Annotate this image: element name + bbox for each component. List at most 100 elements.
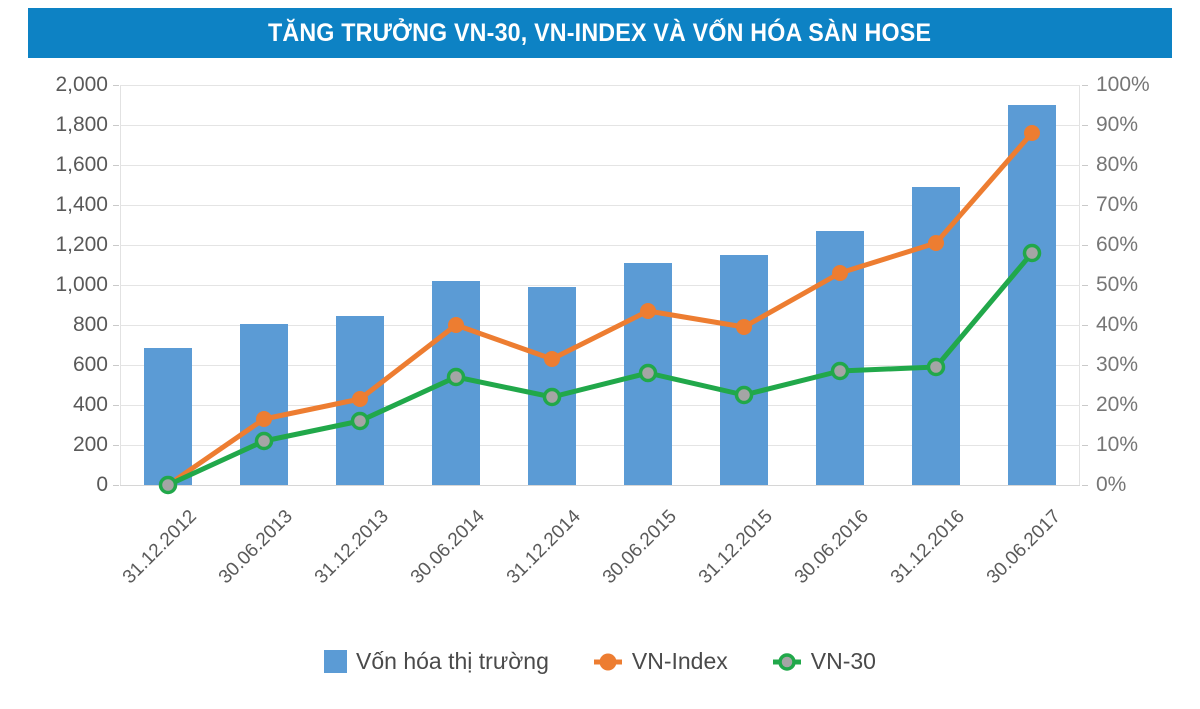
y-axis-right-tick: 30%	[1096, 353, 1139, 376]
bar	[1008, 105, 1056, 485]
data-point: 30.06.2017: 88%	[1024, 125, 1040, 141]
gridline	[120, 445, 1080, 446]
y-axis-left-tickmark	[113, 125, 119, 126]
legend-circle-icon	[593, 650, 623, 674]
y-axis-left-tickmark	[113, 285, 119, 286]
y-axis-left-tick: 2,000	[55, 73, 108, 96]
y-axis-left-tickmark	[113, 365, 119, 366]
data-point: 31.12.2016: 29.5%	[926, 357, 946, 377]
y-axis-left-tick: 1,400	[55, 193, 108, 216]
y-axis-left-tickmark	[113, 325, 119, 326]
y-axis-right-tick: 50%	[1096, 273, 1139, 296]
y-axis-left-tick: 1,000	[55, 273, 108, 296]
gridline	[120, 85, 1080, 86]
y-axis-left-tickmark	[113, 445, 119, 446]
legend-label: VN-30	[810, 648, 876, 674]
line-path	[165, 130, 1035, 488]
data-point: 31.12.2014: 31.5%	[544, 351, 560, 367]
data-point: 30.06.2014: 40%	[448, 317, 464, 333]
x-axis-label: 31.12.2016	[886, 506, 969, 589]
page-title: TĂNG TRƯỞNG VN-30, VN-INDEX VÀ VỐN HÓA S…	[268, 18, 932, 47]
y-axis-left-tickmark	[113, 205, 119, 206]
y-axis-right-tickmark	[1082, 285, 1088, 286]
gridline	[120, 205, 1080, 206]
bar	[720, 255, 768, 485]
y-axis-right-tick: 100%	[1096, 73, 1150, 96]
line-path	[165, 250, 1035, 488]
y-axis-right-tick: 70%	[1096, 193, 1139, 216]
y-axis-left-tickmark	[113, 245, 119, 246]
data-point: 31.12.2013: 21.5%	[352, 391, 368, 407]
data-point: 31.12.2015: 22.5%	[734, 385, 754, 405]
data-point: 31.12.2012: 0%	[158, 475, 178, 495]
x-axis-label: 31.12.2013	[310, 506, 393, 589]
y-axis-right-tick: 10%	[1096, 433, 1139, 456]
bar	[528, 287, 576, 485]
data-point: 30.06.2016: 28.5%	[830, 361, 850, 381]
x-axis-label: 30.06.2013	[214, 506, 297, 589]
y-axis-left-tick: 200	[72, 433, 108, 456]
y-axis-right-tick: 90%	[1096, 113, 1139, 136]
x-axis-label: 30.06.2017	[982, 506, 1065, 589]
y-axis-left-tickmark	[113, 485, 119, 486]
gridline	[120, 245, 1080, 246]
legend-item[interactable]: VN-30	[772, 648, 876, 675]
gridline	[120, 285, 1080, 286]
data-point: 31.12.2013: 16%	[350, 411, 370, 431]
y-axis-left-tick: 1,200	[55, 233, 108, 256]
data-point: 31.12.2016: 60.5%	[928, 235, 944, 251]
x-axis-labels: 31.12.2012 30.06.2013 31.12.2013 30.06.2014…	[119, 492, 1080, 632]
gridline	[120, 365, 1080, 366]
y-axis-left-tick: 800	[72, 313, 108, 336]
legend-item[interactable]: VN-Index	[593, 648, 728, 675]
x-axis-label: 30.06.2014	[406, 506, 489, 589]
y-axis-left-tick: 1,600	[55, 153, 108, 176]
gridline	[120, 165, 1080, 166]
y-axis-right-tick: 20%	[1096, 393, 1139, 416]
data-point: 30.06.2013: 11%	[254, 431, 274, 451]
x-axis-label: 30.06.2016	[790, 506, 873, 589]
y-axis-right-tickmark	[1082, 365, 1088, 366]
data-point: 31.12.2014: 22%	[542, 387, 562, 407]
plot-area: 31.12.2012: 0% 30.06.2013: 16.5% 31.12.201…	[120, 85, 1080, 495]
y-axis-left-tick: 600	[72, 353, 108, 376]
legend-item[interactable]: Vốn hóa thị trường	[324, 648, 549, 675]
y-axis-right-tickmark	[1082, 445, 1088, 446]
y-axis-right-tickmark	[1082, 245, 1088, 246]
gridline	[120, 125, 1080, 126]
y-axis-right-tickmark	[1082, 125, 1088, 126]
y-axis-right-tickmark	[1082, 325, 1088, 326]
y-axis-right-tickmark	[1082, 485, 1088, 486]
y-axis-left-tick: 0	[96, 473, 108, 496]
data-point: 30.06.2013: 16.5%	[256, 411, 272, 427]
gridline	[120, 485, 1080, 486]
y-axis-right-tickmark	[1082, 85, 1088, 86]
y-axis-left-tickmark	[113, 405, 119, 406]
data-point: 30.06.2015: 43.5%	[640, 303, 656, 319]
y-axis-left-tickmark	[113, 165, 119, 166]
chart-title-bar: TĂNG TRƯỞNG VN-30, VN-INDEX VÀ VỐN HÓA S…	[28, 8, 1172, 58]
y-axis-right-tick: 60%	[1096, 233, 1139, 256]
y-axis-right-tick: 80%	[1096, 153, 1139, 176]
data-point: 31.12.2015: 39.5%	[736, 319, 752, 335]
bar	[144, 348, 192, 485]
data-point: 30.06.2014: 27%	[446, 367, 466, 387]
bar	[240, 324, 288, 485]
y-axis-left-tick: 1,800	[55, 113, 108, 136]
gridline	[120, 325, 1080, 326]
y-axis-right-tick: 0%	[1096, 473, 1127, 496]
x-axis-label: 31.12.2015	[694, 506, 777, 589]
y-axis-right-tickmark	[1082, 165, 1088, 166]
y-axis-left-tickmark	[113, 85, 119, 86]
data-point: 30.06.2017: 58%	[1022, 243, 1042, 263]
y-axis-right-tickmark	[1082, 205, 1088, 206]
legend-ring-icon	[772, 650, 802, 674]
chart-container: 31.12.2012: 0% 30.06.2013: 16.5% 31.12.201…	[0, 62, 1200, 642]
data-point: 30.06.2016: 53%	[832, 265, 848, 281]
x-axis-label: 30.06.2015	[598, 506, 681, 589]
y-axis-left-tick: 400	[72, 393, 108, 416]
legend-square-icon	[324, 650, 348, 673]
data-point: 30.06.2015: 28%	[638, 363, 658, 383]
y-axis-right-tick: 40%	[1096, 313, 1139, 336]
